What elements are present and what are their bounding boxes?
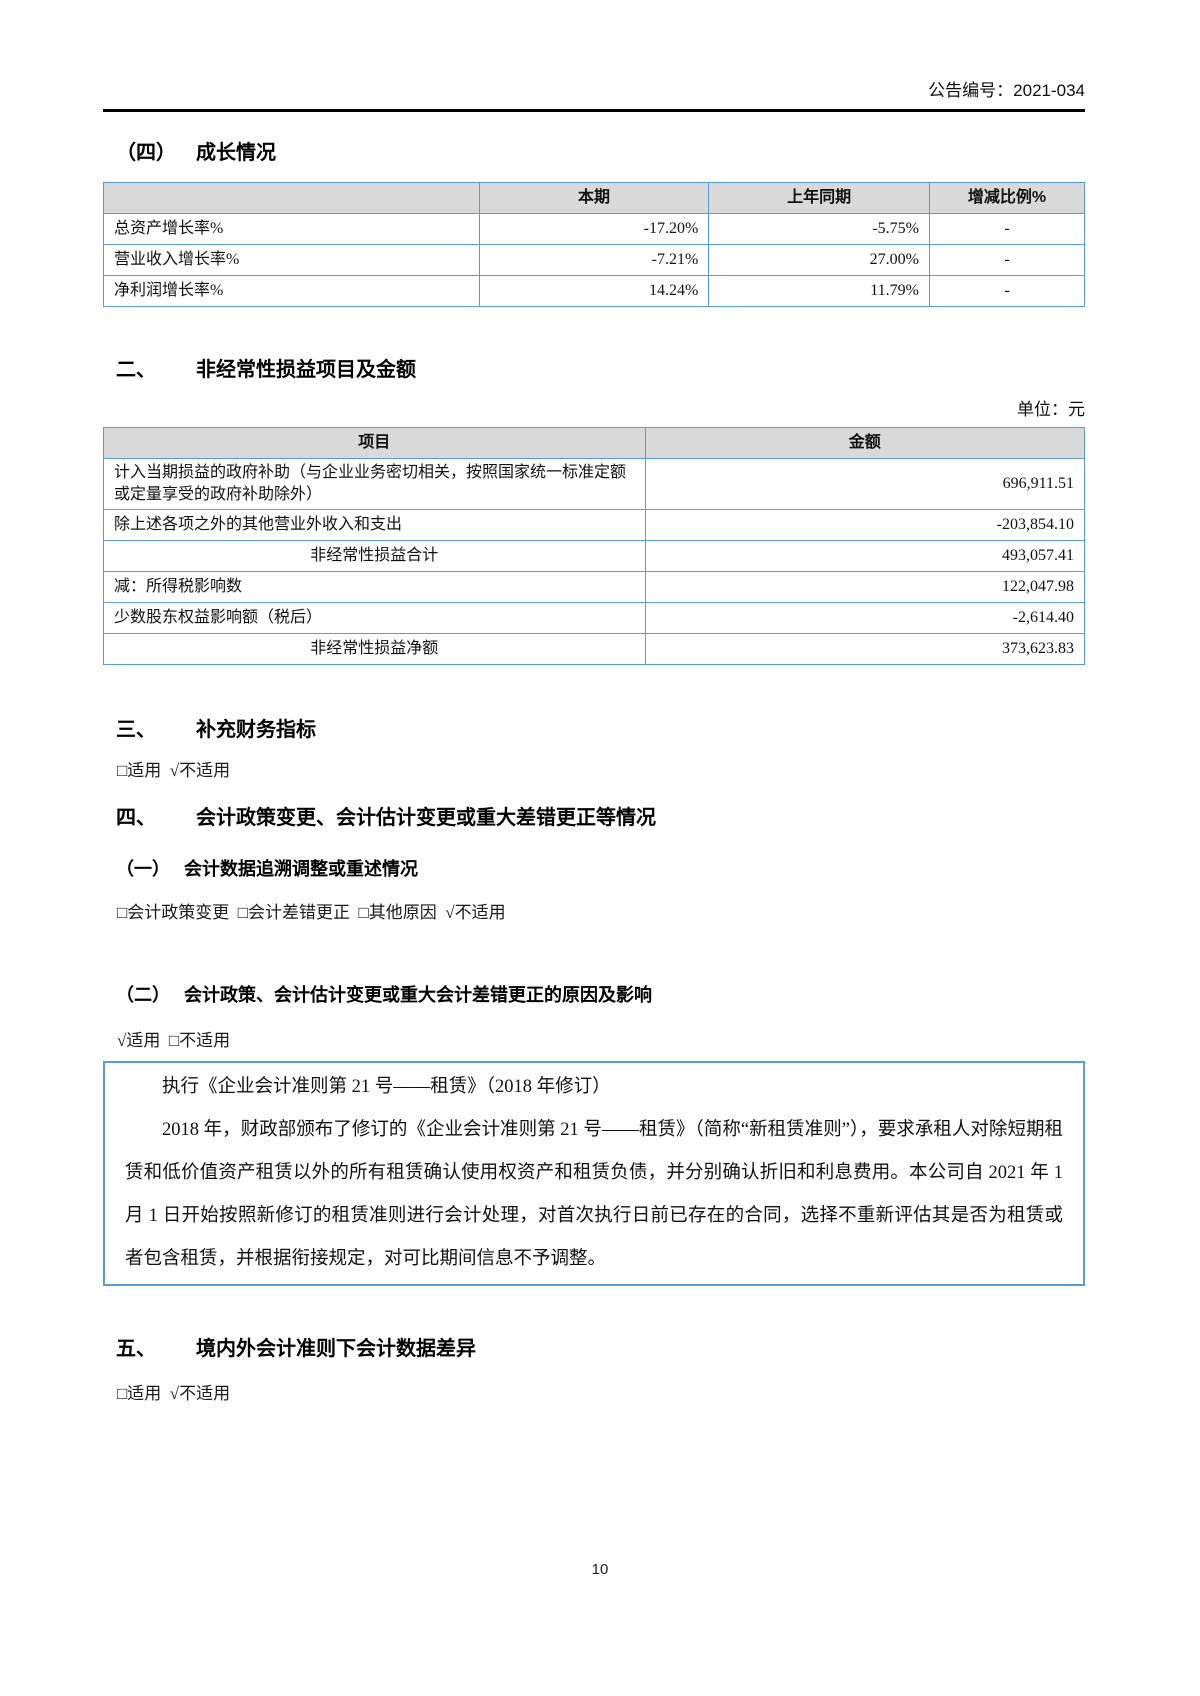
row-item: 非经常性损益合计: [103, 540, 646, 572]
header-cell-amount: 金额: [644, 427, 1085, 459]
table-header-row: 项目 金额: [103, 427, 1085, 459]
row-amount: 122,047.98: [644, 571, 1085, 603]
table-row: 营业收入增长率% -7.21% 27.00% -: [103, 244, 1086, 276]
header-cell-current: 本期: [478, 182, 710, 214]
section-label: 会计政策变更、会计估计变更或重大差错更正等情况: [196, 807, 656, 829]
row-prior: -5.75%: [708, 213, 930, 245]
row-current: 14.24%: [478, 275, 710, 307]
table-header-row: 本期 上年同期 增减比例%: [103, 182, 1086, 214]
section-number: （四）: [116, 142, 176, 164]
row-label: 总资产增长率%: [103, 213, 480, 245]
section-label: 成长情况: [196, 142, 276, 164]
policy-paragraph: 2018 年，财政部颁布了修订的《企业会计准则第 21 号——租赁》（简称“新租…: [125, 1120, 1063, 1269]
row-amount: -2,614.40: [644, 602, 1085, 634]
row-amount: 373,623.83: [644, 633, 1085, 665]
section-title-policy-change: 四、 会计政策变更、会计估计变更或重大差错更正等情况: [116, 805, 1085, 831]
section-label: 境内外会计准则下会计数据差异: [196, 1338, 476, 1360]
table-row: 减：所得税影响数 122,047.98: [103, 571, 1085, 603]
row-label: 净利润增长率%: [103, 275, 480, 307]
page-number: 10: [591, 1561, 609, 1578]
header-divider: [103, 109, 1085, 112]
table-row-total: 非经常性损益净额 373,623.83: [103, 633, 1085, 665]
header-cell-blank: [103, 182, 480, 214]
row-change: -: [928, 275, 1086, 307]
table-row: 计入当期损益的政府补助（与企业业务密切相关，按照国家统一标准定额或定量享受的政府…: [103, 458, 1085, 510]
applicability-checkboxes: √适用 □不适用: [117, 1031, 231, 1050]
section-title-domestic-foreign: 五、 境内外会计准则下会计数据差异: [116, 1336, 1085, 1362]
section-number: 五、: [116, 1338, 156, 1360]
table-row: 净利润增长率% 14.24% 11.79% -: [103, 275, 1086, 307]
section-number: 四、: [116, 807, 156, 829]
row-amount: -203,854.10: [644, 509, 1085, 541]
row-item: 少数股东权益影响额（税后）: [103, 602, 646, 634]
unit-label: 单位：元: [1017, 400, 1085, 419]
table-row-subtotal: 非经常性损益合计 493,057.41: [103, 540, 1085, 572]
table-row: 除上述各项之外的其他营业外收入和支出 -203,854.10: [103, 509, 1085, 541]
row-item: 除上述各项之外的其他营业外收入和支出: [103, 509, 646, 541]
header-cell-prior: 上年同期: [708, 182, 930, 214]
section-label: 补充财务指标: [196, 719, 316, 741]
announcement-number: 公告编号：2021-034: [928, 81, 1085, 100]
row-label: 营业收入增长率%: [103, 244, 480, 276]
header-cell-item: 项目: [103, 427, 646, 459]
row-prior: 27.00%: [708, 244, 930, 276]
row-change: -: [928, 244, 1086, 276]
subsection-number: （一）: [116, 859, 170, 879]
change-type-checkboxes: □会计政策变更 □会计差错更正 □其他原因 √不适用: [117, 903, 506, 922]
section-title-nonrecurring: 二、 非经常性损益项目及金额: [116, 357, 1085, 383]
row-current: -7.21%: [478, 244, 710, 276]
applicability-checkboxes: □适用 √不适用: [117, 1384, 231, 1403]
nonrecurring-table: 项目 金额 计入当期损益的政府补助（与企业业务密切相关，按照国家统一标准定额或定…: [103, 427, 1085, 665]
row-amount: 696,911.51: [644, 458, 1085, 510]
row-prior: 11.79%: [708, 275, 930, 307]
applicability-checkboxes: □适用 √不适用: [117, 761, 231, 780]
policy-paragraph: 执行《企业会计准则第 21 号——租赁》（2018 年修订）: [162, 1077, 611, 1097]
section-number: 二、: [116, 359, 156, 381]
subsection-number: （二）: [116, 985, 170, 1005]
row-item: 计入当期损益的政府补助（与企业业务密切相关，按照国家统一标准定额或定量享受的政府…: [103, 458, 646, 510]
row-current: -17.20%: [478, 213, 710, 245]
growth-table: 本期 上年同期 增减比例% 总资产增长率% -17.20% -5.75% - 营…: [103, 182, 1086, 307]
table-row: 总资产增长率% -17.20% -5.75% -: [103, 213, 1086, 245]
subsection-title-retrospective: （一） 会计数据追溯调整或重述情况: [116, 857, 1085, 881]
table-row: 少数股东权益影响额（税后） -2,614.40: [103, 602, 1085, 634]
subsection-label: 会计数据追溯调整或重述情况: [184, 859, 418, 879]
subsection-label: 会计政策、会计估计变更或重大会计差错更正的原因及影响: [184, 985, 652, 1005]
subsection-title-policy-reason: （二） 会计政策、会计估计变更或重大会计差错更正的原因及影响: [116, 983, 1085, 1007]
row-item: 减：所得税影响数: [103, 571, 646, 603]
row-change: -: [928, 213, 1086, 245]
section-number: 三、: [116, 719, 156, 741]
policy-explanation-box: 执行《企业会计准则第 21 号——租赁》（2018 年修订） 2018 年，财政…: [103, 1061, 1085, 1286]
row-item: 非经常性损益净额: [103, 633, 646, 665]
row-amount: 493,057.41: [644, 540, 1085, 572]
section-label: 非经常性损益项目及金额: [196, 359, 416, 381]
header-cell-change: 增减比例%: [928, 182, 1086, 214]
section-title-growth: （四） 成长情况: [116, 140, 1085, 166]
section-title-supplementary: 三、 补充财务指标: [116, 717, 1085, 743]
